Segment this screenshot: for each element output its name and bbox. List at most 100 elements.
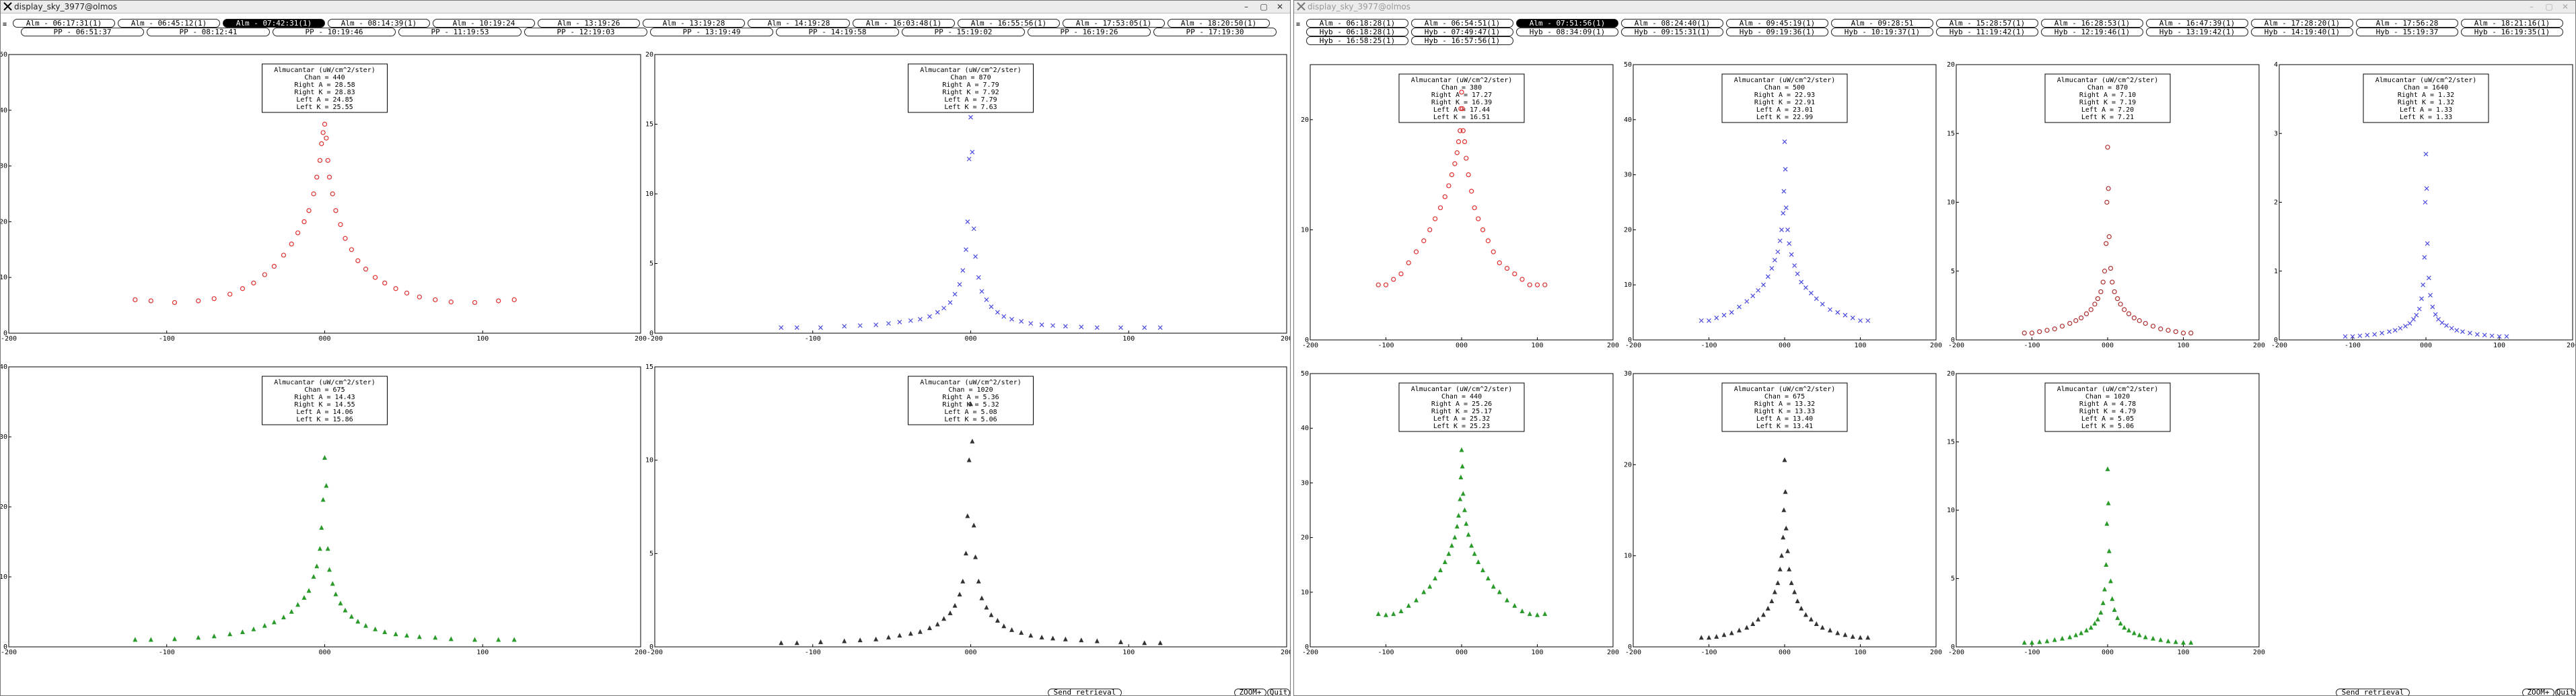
tab-hyb-13-19-42-1[interactable]: Hyb - 13:19:42(1) [2146, 28, 2248, 36]
data-point [2104, 562, 2109, 567]
y-tick-label: 5 [1951, 576, 1955, 583]
tab-hyb-10-19-37-1[interactable]: Hyb - 10:19:37(1) [1831, 28, 1933, 36]
tab-alm-08-24-40-1[interactable]: Alm - 08:24:40(1) [1621, 19, 1723, 28]
close-icon[interactable]: ✕ [2561, 2, 2569, 11]
data-point [1001, 623, 1007, 629]
tab-hyb-12-19-46-1[interactable]: Hyb - 12:19:46(1) [2041, 28, 2143, 36]
tab-pp-13-19-49[interactable]: PP - 13:19:49 [650, 28, 773, 36]
menu-icon[interactable]: ≡ [3, 21, 7, 28]
tab-alm-10-19-24[interactable]: Alm - 10:19:24 [433, 19, 535, 28]
tab-pp-11-19-53[interactable]: PP - 11:19:53 [398, 28, 522, 36]
tab-hyb-16-57-56-1[interactable]: Hyb - 16:57:56(1) [1411, 36, 1513, 45]
tab-alm-08-14-39-1[interactable]: Alm - 08:14:39(1) [328, 19, 430, 28]
minimize-icon[interactable]: – [1244, 2, 1248, 11]
legend-line: Left A = 7.20 [2081, 106, 2134, 114]
data-point [393, 286, 398, 291]
x-tick-label: -200 [1, 649, 17, 656]
tab-alm-16-55-56-1[interactable]: Alm - 16:55:56(1) [958, 19, 1060, 28]
tab-pp-06-51-37[interactable]: PP - 06:51:37 [21, 28, 144, 36]
tab-alm-17-56-28[interactable]: Alm - 17:56:28 [2356, 19, 2458, 28]
data-point [1469, 543, 1474, 548]
tab-pp-12-19-03[interactable]: PP - 12:19:03 [524, 28, 647, 36]
data-point [349, 614, 354, 619]
data-point [317, 546, 322, 551]
y-tick-label: 0 [1628, 643, 1632, 651]
data-point [2426, 275, 2431, 281]
tab-pp-15-19-02[interactable]: PP - 15:19:02 [902, 28, 1025, 36]
data-point [2112, 289, 2117, 295]
tab-pp-17-19-30[interactable]: PP - 17:19:30 [1153, 28, 1277, 36]
tab-alm-16-28-53-1[interactable]: Alm - 16:28:53(1) [2041, 19, 2143, 28]
minimize-icon[interactable]: – [2530, 2, 2534, 11]
legend-line: Right K = 7.19 [2079, 99, 2136, 106]
menu-icon[interactable]: ≡ [1296, 21, 1300, 28]
tab-alm-07-42-31-1[interactable]: Alm - 07:42:31(1) [223, 19, 325, 28]
send-retrieval-button[interactable]: Send retrieval [1048, 689, 1122, 695]
tab-pp-08-12-41[interactable]: PP - 08:12:41 [147, 28, 270, 36]
titlebar[interactable]: display_sky_3977@olmos – ▢ ✕ [1294, 1, 2575, 13]
titlebar[interactable]: display_sky_3977@olmos – ▢ ✕ [1, 1, 1290, 13]
tab-alm-06-45-12-1[interactable]: Alm - 06:45:12(1) [118, 19, 220, 28]
tab-pp-14-19-58[interactable]: PP - 14:19:58 [776, 28, 899, 36]
data-point [148, 637, 153, 642]
y-tick-label: 10 [1624, 553, 1632, 560]
tab-alm-18-21-16-1[interactable]: Alm - 18:21:16(1) [2461, 19, 2563, 28]
quit-button[interactable]: Quit [2555, 688, 2575, 696]
data-point [1449, 172, 1454, 178]
tab-alm-07-51-56-1[interactable]: Alm - 07:51:56(1) [1516, 19, 1618, 28]
maximize-icon[interactable]: ▢ [2545, 2, 2553, 11]
tab-alm-06-17-31-1[interactable]: Alm - 06:17:31(1) [13, 19, 115, 28]
data-point [1527, 611, 1532, 617]
tab-alm-13-19-26[interactable]: Alm - 13:19:26 [538, 19, 640, 28]
data-point [382, 280, 388, 286]
close-icon[interactable]: ✕ [1276, 2, 1284, 11]
data-point [133, 637, 138, 642]
tab-alm-17-53-05-1[interactable]: Alm - 17:53:05(1) [1063, 19, 1165, 28]
tab-hyb-14-19-40-1[interactable]: Hyb - 14:19:40(1) [2251, 28, 2353, 36]
tab-alm-14-19-28[interactable]: Alm - 14:19:28 [748, 19, 850, 28]
data-point [2414, 312, 2419, 318]
data-point [1779, 227, 1784, 232]
x-tick-label: 000 [1456, 342, 1468, 349]
data-point [1542, 611, 1548, 617]
maximize-icon[interactable]: ▢ [1260, 2, 1268, 11]
tab-hyb-15-19-37[interactable]: Hyb - 15:19:37 [2356, 28, 2458, 36]
tab-pp-16-19-26[interactable]: PP - 16:19:26 [1028, 28, 1151, 36]
tab-alm-13-19-28[interactable]: Alm - 13:19:28 [643, 19, 745, 28]
tab-alm-15-28-57-1[interactable]: Alm - 15:28:57(1) [1936, 19, 2038, 28]
tab-pp-10-19-46[interactable]: PP - 10:19:46 [273, 28, 396, 36]
legend-line: Almucantar (uW/cm^2/ster) [274, 379, 375, 386]
y-tick-label: 0 [1305, 643, 1309, 651]
tab-hyb-09-19-36-1[interactable]: Hyb - 09:19:36(1) [1726, 28, 1828, 36]
data-point [1028, 633, 1034, 638]
tab-hyb-11-19-42-1[interactable]: Hyb - 11:19:42(1) [1936, 28, 2038, 36]
y-tick-label: 10 [0, 573, 7, 581]
tab-hyb-09-15-31-1[interactable]: Hyb - 09:15:31(1) [1621, 28, 1723, 36]
tab-alm-06-54-51-1[interactable]: Alm - 06:54:51(1) [1411, 19, 1513, 28]
zoom-button[interactable]: ZOOM+ [2522, 689, 2554, 695]
tab-alm-17-28-20-1[interactable]: Alm - 17:28:20(1) [2251, 19, 2353, 28]
tab-alm-16-47-39-1[interactable]: Alm - 16:47:39(1) [2146, 19, 2248, 28]
zoom-button[interactable]: ZOOM+ [1234, 689, 1266, 695]
legend-line: Almucantar (uW/cm^2/ster) [2375, 77, 2477, 84]
tab-alm-09-28-51[interactable]: Alm - 09:28:51 [1831, 19, 1933, 28]
send-retrieval-button[interactable]: Send retrieval [2336, 689, 2410, 695]
tab-alm-16-03-48-1[interactable]: Alm - 16:03:48(1) [853, 19, 955, 28]
data-point [324, 483, 329, 488]
data-point [1781, 211, 1786, 216]
tab-alm-06-18-28-1[interactable]: Alm - 06:18:28(1) [1306, 19, 1408, 28]
y-tick-label: 40 [1624, 116, 1632, 124]
data-point [1094, 638, 1100, 643]
data-point [1454, 524, 1460, 529]
tab-hyb-06-18-28-1[interactable]: Hyb - 06:18:28(1) [1306, 28, 1408, 36]
tab-alm-09-45-19-1[interactable]: Alm - 09:45:19(1) [1726, 19, 1828, 28]
quit-button[interactable]: Quit [1267, 689, 1290, 695]
tab-hyb-16-58-25-1[interactable]: Hyb - 16:58:25(1) [1306, 36, 1408, 45]
y-tick-label: 20 [1947, 370, 1955, 378]
data-point [2188, 639, 2194, 645]
tab-alm-18-20-50-1[interactable]: Alm - 18:20:50(1) [1168, 19, 1270, 28]
y-tick-label: 10 [645, 457, 653, 464]
tab-hyb-16-19-35-1[interactable]: Hyb - 16:19:35(1) [2461, 28, 2563, 36]
tab-hyb-08-34-09-1[interactable]: Hyb - 08:34:09(1) [1516, 28, 1618, 36]
tab-hyb-07-49-47-1[interactable]: Hyb - 07:49:47(1) [1411, 28, 1513, 36]
